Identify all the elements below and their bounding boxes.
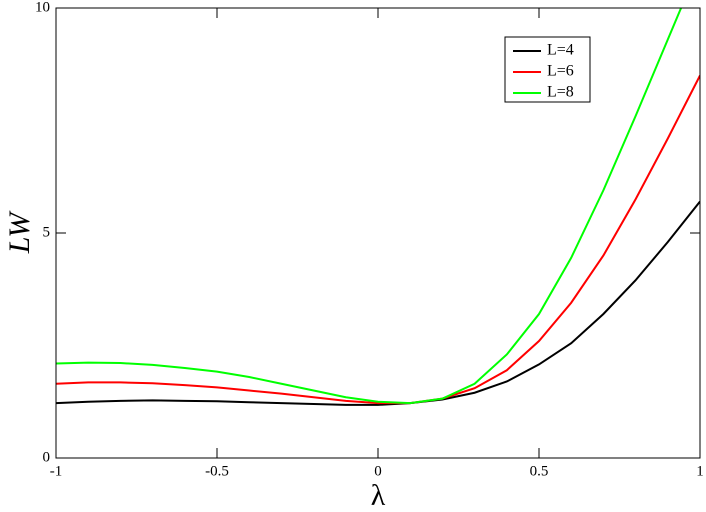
legend-box	[504, 36, 591, 103]
y-tick-label: 10	[35, 0, 50, 15]
x-tick-label: 0.5	[530, 463, 549, 479]
line-series	[56, 200, 700, 406]
y-tick-label: 5	[43, 224, 51, 240]
line-series	[56, 75, 700, 405]
legend-label: L=4	[547, 42, 574, 59]
x-axis-title: λ	[371, 479, 386, 512]
x-tick-label: -1	[50, 463, 63, 479]
legend-label: L=6	[547, 63, 574, 80]
x-tick-label: 0	[374, 463, 382, 479]
x-tick-label: -0.5	[205, 463, 229, 479]
x-tick-label: 1	[696, 463, 704, 479]
line-series	[56, 8, 683, 405]
legend-label: L=8	[547, 84, 574, 101]
y-axis-title: LW	[3, 210, 36, 255]
y-tick-label: 0	[43, 449, 51, 465]
plot-frame	[55, 7, 701, 459]
plot-lines	[56, 8, 700, 406]
